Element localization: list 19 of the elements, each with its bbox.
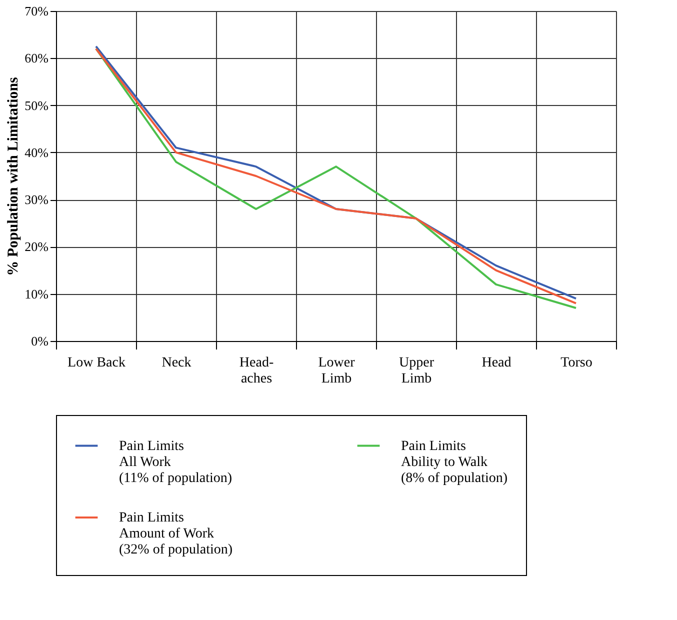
legend-label: Pain Limits Amount of Work (32% of population)	[119, 510, 233, 558]
x-tick-label: Low Back	[68, 356, 126, 370]
y-tick-label: 10%	[24, 286, 49, 302]
y-tick-label: 0%	[31, 334, 49, 348]
y-tick-label: 20%	[24, 239, 49, 254]
y-tick-label: 30%	[24, 192, 49, 208]
y-tick-label: 60%	[24, 50, 49, 66]
legend-label: Pain Limits Ability to Walk (8% of population)	[401, 438, 508, 486]
x-tick-label: Torso	[560, 356, 592, 370]
y-axis-title: % Population with Limitations	[6, 76, 22, 276]
legend-label: Pain Limits All Work (11% of population)	[119, 438, 232, 486]
x-tick-label: Neck	[162, 356, 192, 370]
x-tick-label: Lower Limb	[318, 356, 356, 386]
x-tick-label: Head	[482, 356, 512, 370]
y-tick-label: 50%	[24, 98, 49, 113]
y-tick-label: 40%	[24, 144, 49, 160]
x-tick-label: Head- aches	[239, 356, 274, 386]
x-tick-label: Upper Limb	[399, 356, 434, 386]
y-tick-label: 70%	[24, 4, 49, 18]
